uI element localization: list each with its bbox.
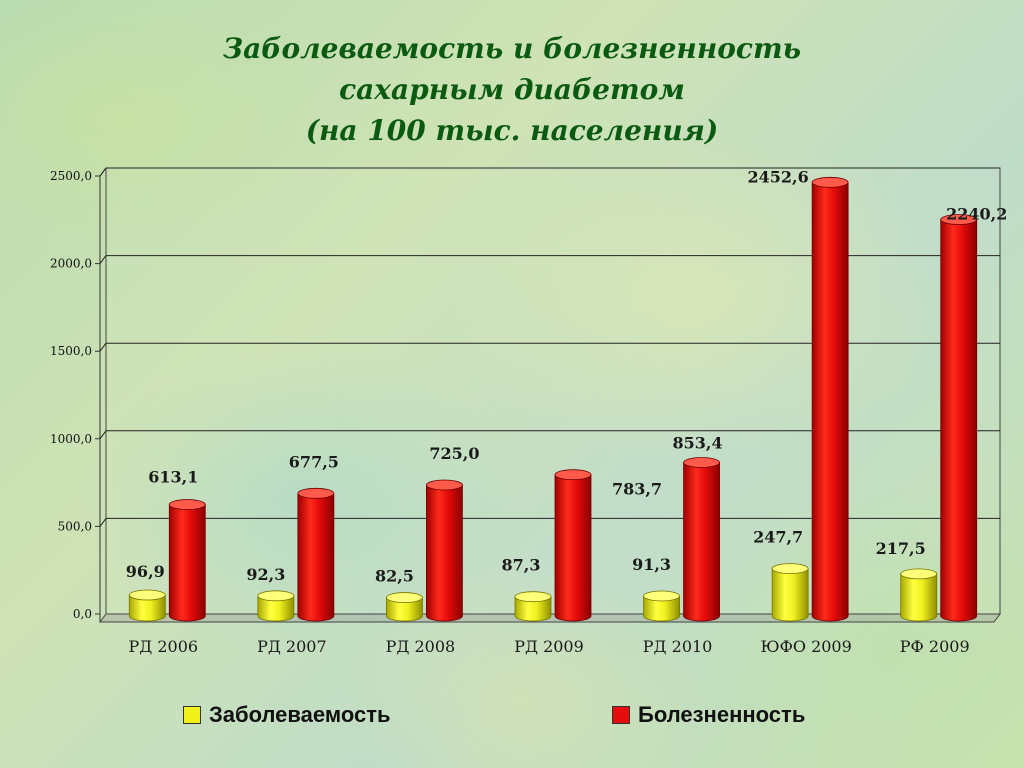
- data-label: 853,4: [673, 433, 723, 452]
- prevalence-bar: [297, 492, 335, 622]
- prevalence-bar: [168, 504, 206, 622]
- prevalence-bar: [426, 484, 463, 622]
- incidence-bar: [643, 595, 680, 622]
- data-label: 82,5: [375, 567, 414, 586]
- chart-legend: Заболеваемость Болезненность: [0, 702, 1024, 732]
- prevalence-bar-cap: [426, 479, 463, 491]
- data-label: 2452,6: [748, 167, 809, 186]
- chart-title: Заболеваемость и болезненность сахарным …: [0, 28, 1024, 151]
- prevalence-bar-cap: [683, 457, 720, 468]
- gridline-side: [99, 342, 107, 352]
- prevalence-bar-cap: [168, 499, 206, 510]
- bar-chart: 0,0 500,0 1000,0 1500,0 2000,0 2500,0 96,9 613,…: [50, 167, 1007, 656]
- data-label: 2240,2: [946, 205, 1007, 224]
- incidence-bar: [771, 568, 809, 622]
- incidence-bar: [128, 594, 166, 622]
- legend-item-prevalence: Болезненность: [612, 702, 805, 728]
- legend-swatch-yellow: [183, 706, 201, 724]
- data-label: 725,0: [429, 444, 479, 463]
- data-label: 92,3: [246, 565, 285, 584]
- incidence-bar-cap: [128, 589, 166, 601]
- x-tick-label: РД 2010: [643, 637, 713, 656]
- data-label: 91,3: [632, 555, 671, 574]
- incidence-bar-cap: [514, 591, 552, 603]
- plot-back-wall: [105, 167, 1001, 615]
- data-label: 247,7: [753, 528, 803, 547]
- data-label: 217,5: [876, 539, 926, 558]
- prevalence-bar: [554, 474, 592, 622]
- x-tick-label: РФ 2009: [900, 637, 970, 656]
- data-label: 613,1: [148, 468, 198, 487]
- prevalence-bar-cap: [940, 214, 978, 225]
- y-tick-label: 1500,0: [50, 344, 92, 358]
- x-tick-label: РД 2008: [386, 637, 456, 656]
- incidence-bar-cap: [771, 563, 809, 575]
- prevalence-bar: [940, 219, 978, 622]
- data-label: 677,5: [289, 452, 339, 471]
- chart-title-line1: Заболеваемость и болезненность: [222, 32, 802, 65]
- incidence-bar-cap: [900, 568, 938, 580]
- x-tick-label: РД 2009: [514, 637, 584, 656]
- prevalence-bar-cap: [554, 469, 592, 481]
- incidence-bar-cap: [643, 590, 680, 602]
- y-tick-label: 2500,0: [50, 169, 92, 183]
- legend-swatch-red: [612, 706, 630, 724]
- prevalence-bar: [811, 181, 849, 622]
- chart-title-line3: (на 100 тыс. населения): [305, 114, 719, 147]
- y-tick-label: 500,0: [58, 519, 92, 533]
- prevalence-bar: [683, 462, 720, 622]
- gridline-side: [99, 430, 107, 440]
- incidence-bar: [257, 595, 295, 622]
- x-tick-label: РД 2007: [257, 637, 327, 656]
- gridline-side: [99, 255, 107, 264]
- legend-label-incidence: Заболеваемость: [209, 702, 391, 727]
- y-tick-label: 0,0: [73, 607, 92, 621]
- x-tick-label: ЮФО 2009: [760, 637, 851, 656]
- data-label: 87,3: [502, 556, 541, 575]
- gridline-side: [99, 518, 107, 527]
- legend-label-prevalence: Болезненность: [638, 702, 806, 727]
- x-tick-label: РД 2006: [128, 637, 198, 656]
- data-label: 783,7: [612, 480, 662, 499]
- incidence-bar: [514, 596, 552, 622]
- prevalence-bar-cap: [811, 176, 849, 188]
- incidence-bar-cap: [386, 592, 423, 603]
- incidence-bar: [900, 573, 938, 622]
- incidence-bar-cap: [257, 590, 295, 602]
- incidence-bar: [386, 597, 423, 622]
- chart-title-line2: сахарным диабетом: [339, 73, 685, 106]
- gridline-side: [99, 167, 107, 177]
- data-label: 96,9: [126, 562, 165, 581]
- y-tick-label: 2000,0: [50, 257, 92, 271]
- prevalence-bar-cap: [297, 487, 335, 499]
- y-tick-label: 1000,0: [50, 432, 92, 446]
- legend-item-incidence: Заболеваемость: [183, 702, 391, 728]
